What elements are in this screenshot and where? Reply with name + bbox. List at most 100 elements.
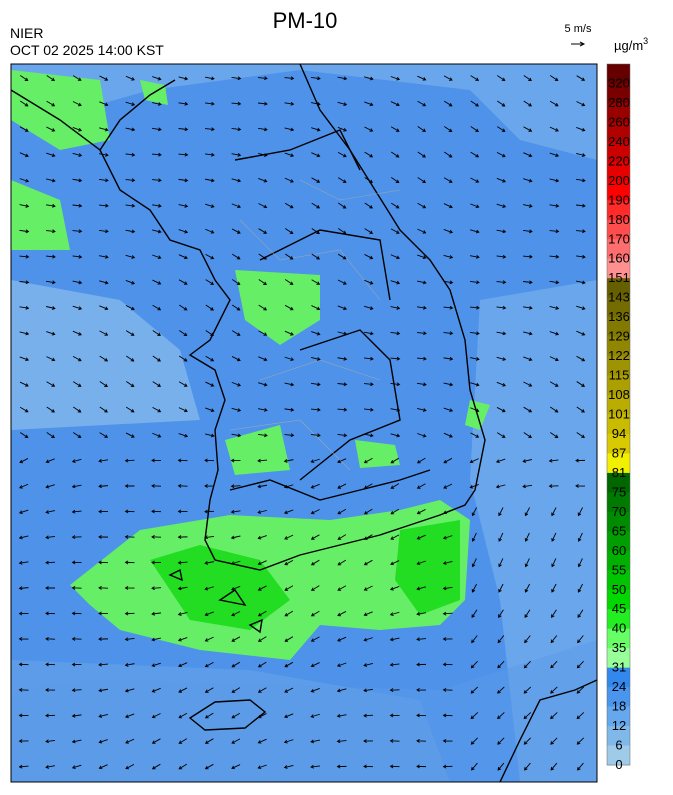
wind-arrow (549, 306, 560, 310)
wind-arrow (205, 355, 215, 362)
wind-arrow (417, 408, 427, 412)
wind-arrow (71, 713, 82, 718)
colorbar-label: 12 (612, 718, 626, 733)
wind-arrow (416, 637, 427, 642)
wind-arrow (363, 331, 374, 336)
wind-arrow (231, 203, 242, 209)
wind-arrow (46, 306, 56, 310)
wind-arrow (151, 611, 162, 616)
wind-arrow (497, 737, 505, 745)
wind-arrow (549, 75, 559, 81)
wind-arrow (310, 433, 321, 438)
wind-arrow (390, 560, 400, 566)
wind-arrow (442, 764, 453, 769)
wind-arrow (257, 687, 267, 693)
wind-arrow (338, 202, 347, 209)
wind-arrow (337, 559, 347, 566)
wind-arrow (284, 585, 294, 591)
wind-arrow (205, 228, 215, 234)
wind-arrow (204, 535, 215, 540)
wind-arrow (417, 177, 426, 183)
colorbar-label: 122 (608, 348, 630, 363)
wind-arrow (177, 535, 188, 539)
wind-arrow (71, 636, 82, 641)
wind-arrow (98, 764, 108, 770)
wind-arrow (524, 583, 530, 593)
wind-arrow (72, 432, 82, 438)
wind-arrow (178, 127, 189, 132)
wind-arrow (231, 253, 241, 260)
wind-arrow (257, 484, 268, 489)
wind-arrow (71, 484, 82, 489)
wind-arrow (45, 713, 56, 718)
colorbar-label: 160 (608, 251, 630, 266)
wind-arrow (257, 458, 268, 463)
wind-arrow (416, 611, 427, 616)
wind-arrow (124, 688, 135, 693)
colorbar-label: 55 (612, 562, 626, 577)
wind-arrow (576, 330, 586, 336)
wind-arrow (177, 611, 188, 616)
wind-arrow (310, 458, 320, 463)
colorbar-swatch (607, 395, 630, 415)
wind-arrow (336, 739, 347, 744)
wind-arrow (46, 75, 55, 81)
colorbar-label: 75 (612, 484, 626, 499)
wind-arrow (469, 280, 480, 285)
wind-arrow (125, 101, 136, 106)
colorbar-label: 200 (608, 173, 630, 188)
wind-arrow (577, 583, 583, 593)
wind-arrow (46, 152, 56, 158)
wind-arrow (71, 662, 82, 667)
wind-arrow (99, 101, 109, 107)
wind-arrow (391, 151, 400, 158)
wind-arrow (177, 483, 188, 488)
wind-arrow (152, 432, 162, 438)
wind-arrow (417, 151, 426, 158)
wind-arrow (125, 406, 135, 413)
colorbar-swatch (607, 745, 630, 766)
wind-arrow (576, 737, 584, 745)
wind-arrow (496, 432, 506, 438)
wind-arrow (125, 203, 136, 208)
wind-arrow (231, 330, 241, 336)
wind-arrow (549, 331, 560, 336)
wind-arrow (46, 331, 56, 336)
wind-arrow (337, 534, 347, 540)
wind-arrow (311, 202, 321, 209)
wind-arrow (363, 663, 373, 667)
wind-arrow (151, 483, 162, 488)
colorbar-swatch (607, 258, 630, 279)
wind-arrow (442, 687, 453, 692)
wind-arrow (72, 152, 83, 157)
wind-arrow (336, 713, 347, 718)
colorbar-label: 240 (608, 134, 630, 149)
wind-arrow (363, 688, 374, 693)
wind-arrow (496, 381, 507, 387)
wind-arrow (125, 279, 136, 285)
wind-arrow (417, 75, 427, 81)
wind-arrow (230, 535, 241, 540)
wind-arrow (523, 712, 532, 720)
wind-arrow (283, 459, 294, 463)
wind-arrow (45, 510, 55, 514)
title: PM-10 (273, 8, 338, 33)
wind-arrow (337, 382, 348, 387)
wind-arrow (258, 279, 267, 286)
wind-arrow (99, 406, 108, 413)
wind-arrow (363, 382, 374, 387)
wind-arrow (337, 433, 348, 438)
wind-arrow (152, 102, 162, 106)
wind-arrow (72, 280, 83, 285)
wind-arrow (45, 484, 55, 489)
wind-arrow (151, 203, 162, 208)
colorbar-label: 0 (615, 757, 622, 772)
wind-arrow (417, 100, 427, 107)
wind-arrow (417, 254, 427, 260)
wind-arrow (336, 764, 347, 769)
wind-arrow (19, 100, 29, 107)
wind-arrow (125, 254, 136, 259)
wind-arrow (336, 662, 347, 668)
wind-arrow (126, 355, 135, 362)
wind-arrow (178, 76, 189, 81)
